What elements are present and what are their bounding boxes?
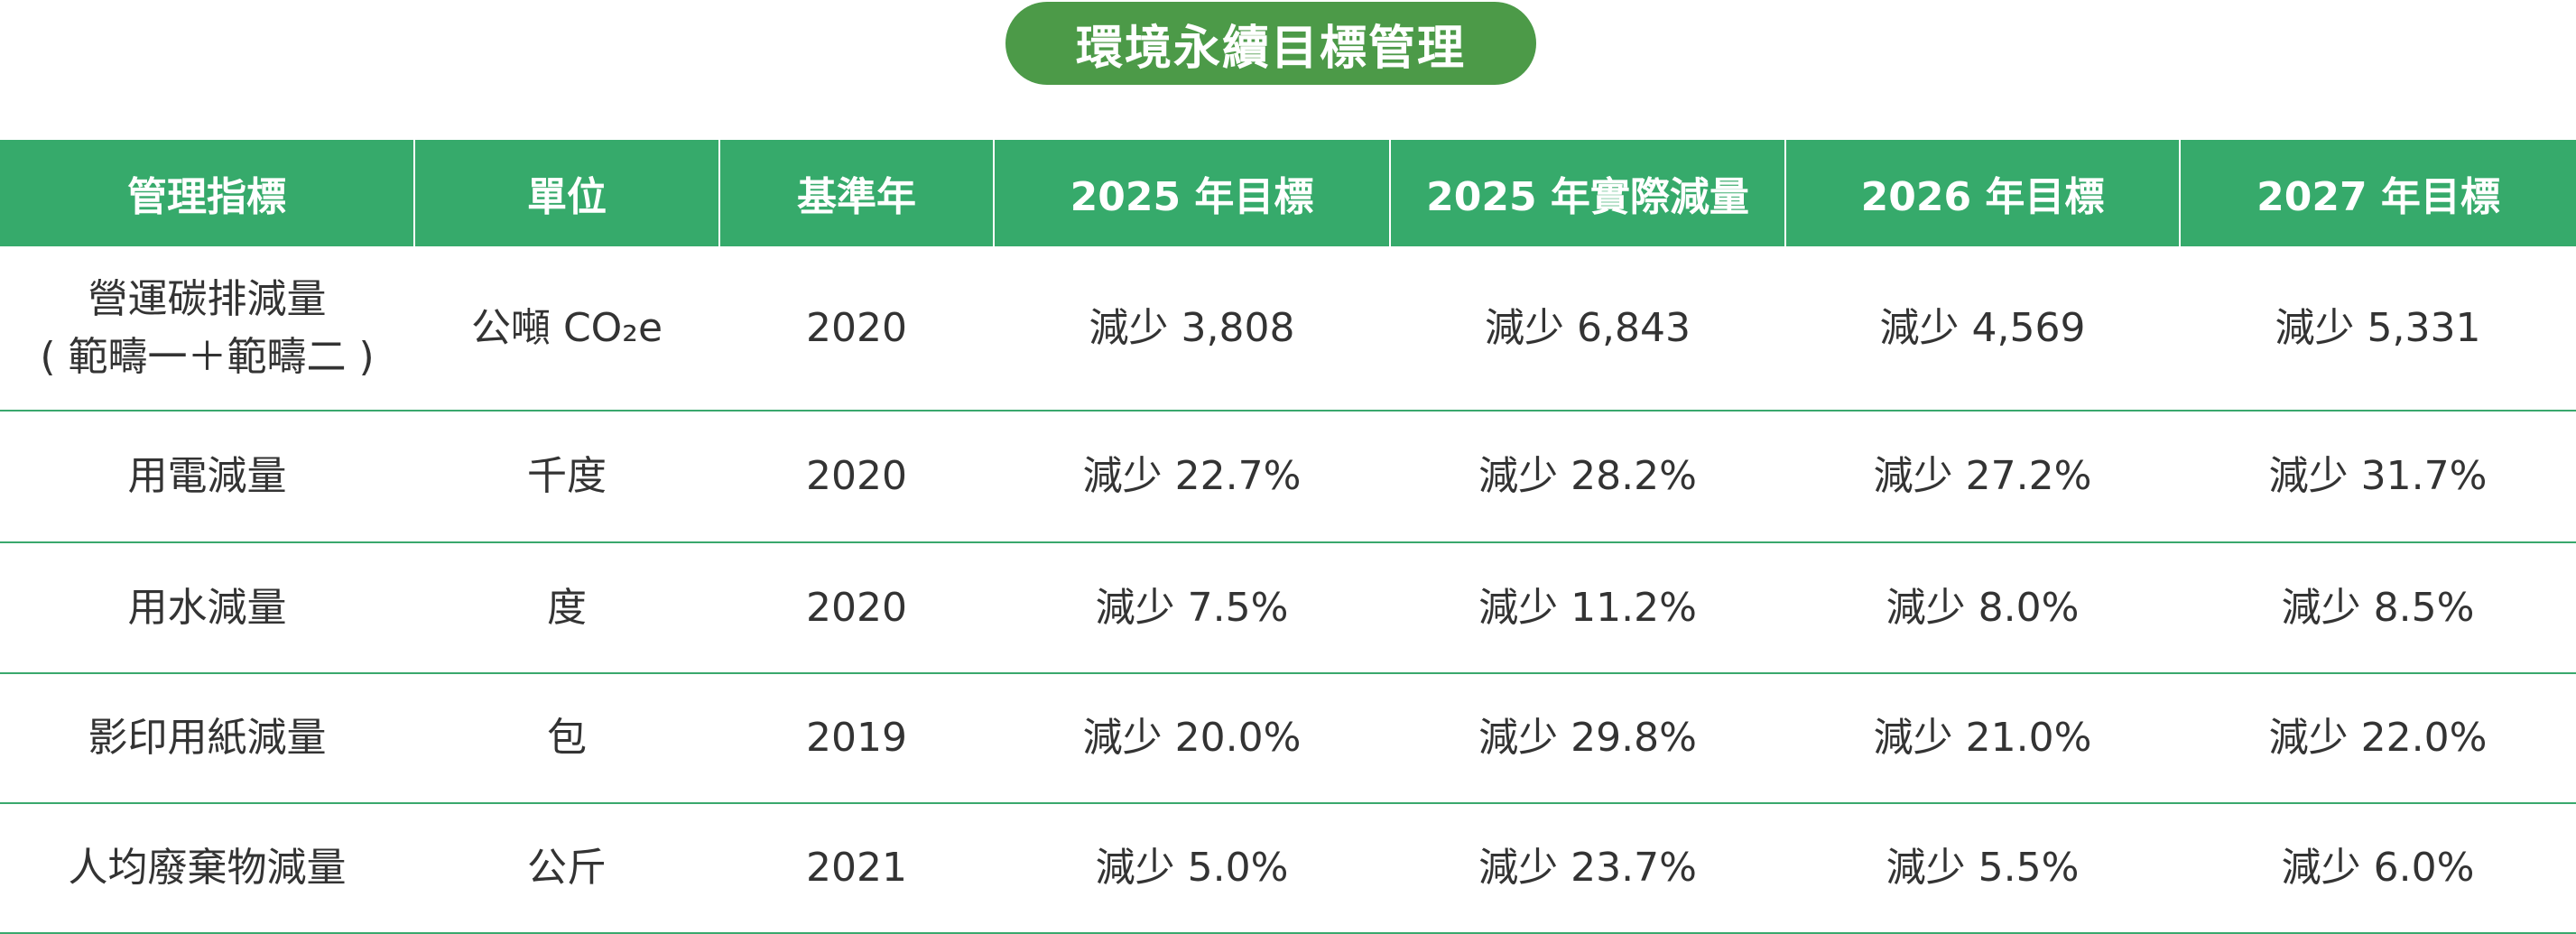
table-cell: 減少 5.0% [994,803,1390,934]
header-cell: 2025 年實際減量 [1389,140,1785,246]
header-cell: 2027 年目標 [2179,140,2576,246]
table-cell: 2021 [719,803,994,934]
table-cell: 減少 29.8% [1390,673,1785,804]
table-cell: 用水減量 [0,542,414,674]
header-cell: 單位 [413,140,719,246]
table-cell: 減少 31.7% [2180,411,2576,543]
table-cell: 營運碳排減量 ( 範疇一＋範疇二 ) [0,246,414,412]
table-cell: 減少 6,843 [1390,246,1785,412]
table-cell: 影印用紙減量 [0,673,414,804]
header-cell: 2025 年目標 [993,140,1390,246]
table-cell: 減少 23.7% [1390,803,1785,934]
header-row: 管理指標 單位 基準年 2025 年目標 2025 年實際減量 2026 年目標 2027 … [0,140,2576,246]
table-cell: 減少 5,331 [2180,246,2576,412]
table-cell: 減少 22.0% [2180,673,2576,804]
header-cell: 基準年 [718,140,994,246]
table-cell: 千度 [414,411,719,543]
table-cell: 用電減量 [0,411,414,543]
table-cell: 減少 21.0% [1785,673,2180,804]
table-row: 人均廢棄物減量 公斤 2021 減少 5.0% 減少 23.7% 減少 5.5% 減少 6.… [0,803,2576,934]
table-cell: 度 [414,542,719,674]
table-cell: 人均廢棄物減量 [0,803,414,934]
table-row: 營運碳排減量 ( 範疇一＋範疇二 ) 公噸 CO₂e 2020 減少 3,808 減少 … [0,246,2576,412]
header-cell: 管理指標 [0,140,414,246]
table-cell: 2020 [719,411,994,543]
table-cell: 減少 5.5% [1785,803,2180,934]
table-row: 用電減量 千度 2020 減少 22.7% 減少 28.2% 減少 27.2% 減少 31.… [0,411,2576,543]
table-cell: 2020 [719,542,994,674]
table-row: 影印用紙減量包 2019 減少 20.0% 減少 29.8% 減少 21.0% 減少 22… [0,673,2576,804]
table-body: 營運碳排減量 ( 範疇一＋範疇二 ) 公噸 CO₂e 2020 減少 3,808 減少 … [0,246,2576,934]
table-cell: 2019 [719,673,994,804]
table-cell: 包 [414,673,719,804]
table-cell: 減少 22.7% [994,411,1390,543]
table-cell: 公斤 [414,803,719,934]
table-cell: 減少 28.2% [1390,411,1785,543]
table-cell: 減少 8.0% [1785,542,2180,674]
table-cell: 減少 20.0% [994,673,1390,804]
title-pill: 環境永續目標管理 [1005,2,1536,85]
table-cell: 減少 27.2% [1785,411,2180,543]
table-cell: 減少 11.2% [1390,542,1785,674]
table-cell: 2020 [719,246,994,412]
target-table: 管理指標 單位 基準年 2025 年目標 2025 年實際減量 2026 年目標 2027 … [0,140,2576,934]
table-cell: 減少 8.5% [2180,542,2576,674]
header-cell: 2026 年目標 [1784,140,2180,246]
table-row: 用水減量度 2020 減少 7.5% 減少 11.2% 減少 8.0% 減少 8.5% [0,542,2576,674]
table-cell: 減少 4,569 [1785,246,2180,412]
table-cell: 減少 7.5% [994,542,1390,674]
table-cell: 減少 6.0% [2180,803,2576,934]
table-cell: 減少 3,808 [994,246,1390,412]
table-cell: 公噸 CO₂e [414,246,719,412]
